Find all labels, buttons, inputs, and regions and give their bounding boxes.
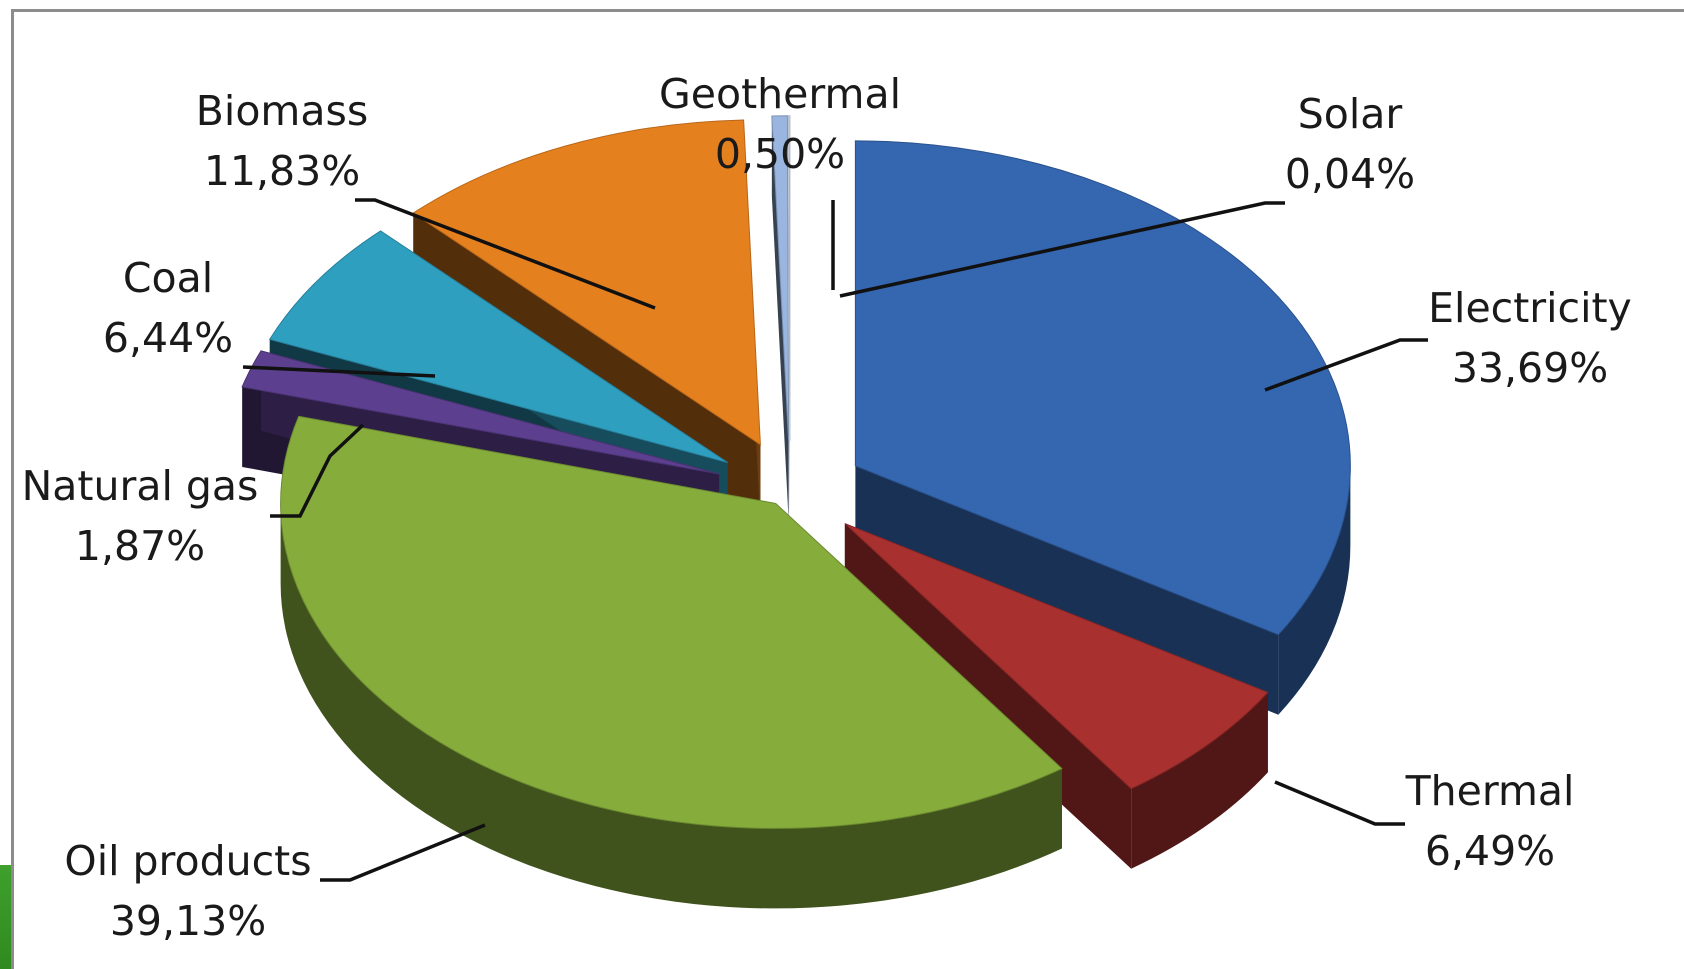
slice-label-coal: Coal (123, 254, 213, 302)
slice-value-geothermal: 0,50% (715, 130, 845, 178)
slice-value-oil-products: 39,13% (110, 897, 266, 945)
leader-line-biomass (355, 198, 656, 310)
leader-line-electricity (1264, 338, 1428, 392)
pie-slice-oil-products (280, 415, 1063, 909)
slice-label-thermal: Thermal (1405, 767, 1575, 815)
pie-slice-oil-products-side-0 (280, 503, 1062, 909)
slice-value-thermal: 6,49% (1425, 827, 1555, 875)
slice-value-natural-gas: 1,87% (75, 522, 205, 570)
leader-line-thermal (1274, 780, 1405, 826)
pie-slice-solar (788, 115, 791, 521)
pie-slice-geothermal (771, 115, 790, 521)
pie-slice-coal-top (268, 230, 729, 464)
pie-slice-thermal-top (844, 523, 1269, 790)
slice-label-oil-products: Oil products (64, 837, 311, 885)
pie-slice-electricity-side-0 (1278, 465, 1351, 715)
slice-label-solar: Solar (1298, 90, 1403, 138)
slice-value-coal: 6,44% (103, 314, 233, 362)
pie-slice-thermal-side-0 (1131, 692, 1268, 869)
pie-slice-solar-top (788, 115, 791, 441)
slice-labels: Electricity 33,69% Thermal 6,49% Oil product… (22, 70, 1632, 945)
leader-line-oil-products (320, 823, 486, 882)
slice-value-electricity: 33,69% (1452, 344, 1608, 392)
slice-value-solar: 0,04% (1285, 150, 1415, 198)
slice-label-geothermal: Geothermal (659, 70, 901, 118)
pie-slices (241, 115, 1351, 909)
leader-lines (242, 198, 1428, 882)
slice-label-natural-gas: Natural gas (22, 462, 259, 510)
leader-line-coal (242, 365, 436, 378)
slide-corner-decoration (0, 865, 11, 969)
pie-slice-geothermal-top (771, 115, 790, 441)
leader-line-natural-gas (270, 423, 365, 518)
pie-slice-oil-products-top (280, 415, 1063, 829)
pie-slice-geothermal-wall-start (771, 115, 789, 521)
pie-slice-electricity-wall-end (855, 465, 1279, 715)
leader-line-solar (839, 201, 1285, 298)
slice-label-biomass: Biomass (196, 87, 368, 135)
slice-label-electricity: Electricity (1428, 284, 1632, 332)
slice-value-biomass: 11,83% (204, 147, 360, 195)
